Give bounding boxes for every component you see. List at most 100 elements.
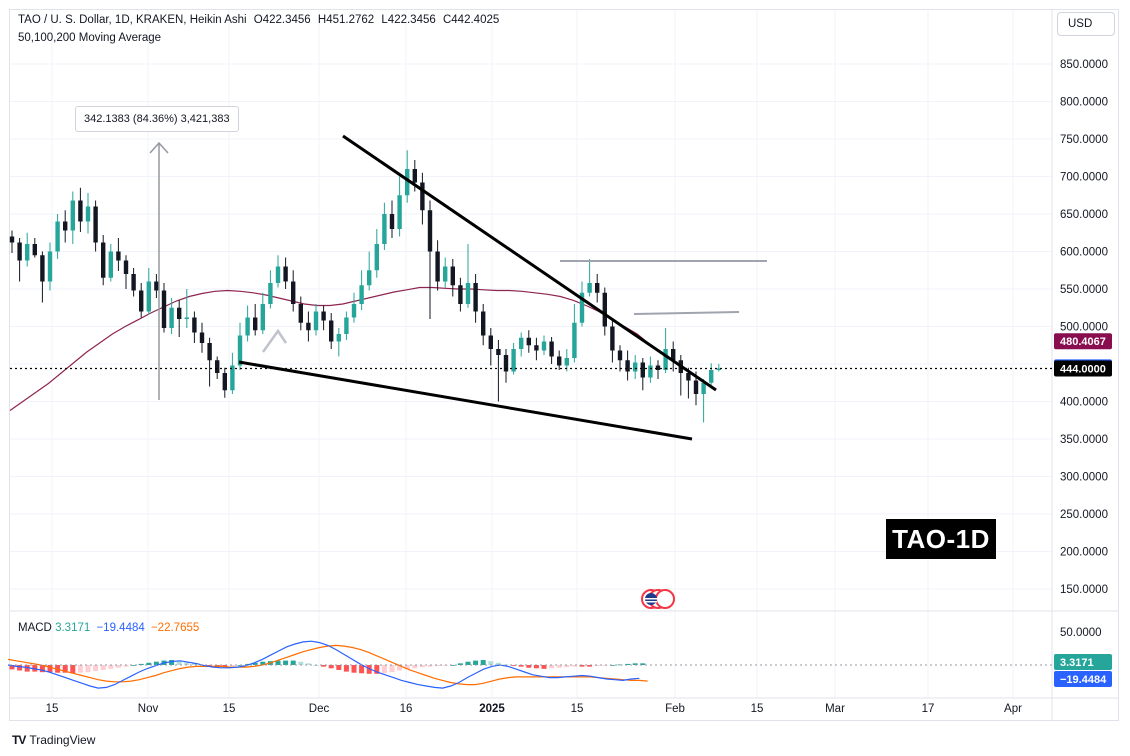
candle-body xyxy=(116,251,121,261)
time-tick-label: Nov xyxy=(138,703,159,715)
macd-histogram-bar xyxy=(252,662,258,665)
candle-body xyxy=(503,355,509,372)
macd-histogram-bar xyxy=(366,665,372,674)
macd-badge xyxy=(1054,671,1112,687)
currency-button[interactable]: USD xyxy=(1057,12,1115,36)
time-tick-label: Feb xyxy=(665,703,685,715)
macd-badge-label: 3.3171 xyxy=(1060,657,1094,669)
candle-body xyxy=(693,380,699,394)
price-tick-label: 400.0000 xyxy=(1060,397,1108,409)
open-value: O422.3456 xyxy=(253,14,311,26)
price-badge xyxy=(1054,333,1112,350)
macd-histogram-bar xyxy=(207,665,213,667)
candle-body xyxy=(496,349,501,355)
candle-body xyxy=(541,341,547,351)
candle-body xyxy=(351,304,357,318)
macd-histogram-bar xyxy=(115,665,121,668)
symbol-title[interactable]: TAO / U. S. Dollar, 1D, KRAKEN, Heikin A… xyxy=(18,14,247,26)
candle-body xyxy=(549,341,554,357)
ma-legend[interactable]: 50,100,200 Moving Average xyxy=(18,32,161,44)
candle-body xyxy=(207,343,212,361)
chart-watermark: TAO-1D xyxy=(886,519,996,559)
macd-histogram-bar xyxy=(146,662,152,665)
macd-histogram-bar xyxy=(564,665,570,668)
macd-histogram-bar xyxy=(526,665,532,668)
candle-body xyxy=(85,206,91,222)
candle-body xyxy=(17,242,22,261)
macd-histogram-bar xyxy=(495,662,501,665)
macd-histogram-bar xyxy=(533,665,539,669)
macd-histogram-bar xyxy=(625,663,631,665)
macd-histogram-bar xyxy=(389,665,395,673)
footer[interactable]: TV TradingView xyxy=(12,731,95,749)
candle-body xyxy=(564,358,569,366)
candle-body xyxy=(184,317,189,319)
candle-body xyxy=(412,169,417,183)
macd-line xyxy=(7,640,640,689)
macd-histogram-bar xyxy=(62,665,68,673)
candle-body xyxy=(321,311,326,321)
macd-histogram-bar xyxy=(465,661,471,665)
candle-body xyxy=(374,244,379,271)
macd-histogram-bar xyxy=(518,665,524,667)
macd-histogram-bar xyxy=(77,665,83,673)
candle-body xyxy=(519,337,524,349)
wedge-lower-trendline xyxy=(238,360,693,441)
macd-histogram-bar xyxy=(541,665,547,669)
brand-name[interactable]: TradingView xyxy=(29,733,96,747)
macd-signal-line xyxy=(7,644,648,686)
candle-body xyxy=(420,182,425,211)
macd-histogram-bar xyxy=(419,665,425,668)
macd-histogram-bar xyxy=(298,661,304,665)
candle-body xyxy=(602,292,607,327)
macd-histogram-bar xyxy=(480,660,486,665)
tradingview-logo-icon[interactable]: TV xyxy=(12,733,26,747)
economic-events-icon[interactable] xyxy=(641,589,675,609)
candle-body xyxy=(557,356,562,366)
resistance-line-2 xyxy=(633,311,740,315)
macd-histogram-bar xyxy=(381,665,387,674)
price-tick-label: 850.0000 xyxy=(1060,59,1108,71)
macd-tick-label: 50.0000 xyxy=(1060,627,1102,639)
candle-body xyxy=(275,266,281,283)
time-axis[interactable]: 15 Nov 15 Dec 16 2025 15 Feb 15 Mar 17 Apr xyxy=(46,703,1023,715)
candle-body xyxy=(139,290,144,312)
macd-histogram-bar xyxy=(435,665,441,667)
candle-body xyxy=(291,281,296,304)
ma-label[interactable]: 50,100,200 Moving Average xyxy=(18,32,162,44)
candle-body xyxy=(9,236,15,243)
candle-body xyxy=(215,360,220,373)
candle-body xyxy=(283,266,288,282)
macd-histogram-bar xyxy=(343,665,349,672)
symbol-legend[interactable]: TAO / U. S. Dollar, 1D, KRAKEN, Heikin A… xyxy=(18,14,499,26)
small-arrow xyxy=(261,328,288,353)
macd-histogram-bar xyxy=(328,665,334,669)
macd-histogram-bar xyxy=(191,663,197,665)
measure-arrow-head xyxy=(149,141,169,154)
candle-body xyxy=(579,292,585,323)
candle-body xyxy=(101,242,106,278)
candle-body xyxy=(63,221,68,231)
candle-body xyxy=(640,362,645,378)
macd-histogram-bar xyxy=(336,665,342,670)
candle-body xyxy=(359,285,364,304)
candle-body xyxy=(367,270,372,286)
candle-body xyxy=(47,251,53,282)
price-badge xyxy=(1054,360,1112,377)
macd-histogram-bar xyxy=(176,661,182,665)
time-tick-label: 15 xyxy=(46,703,59,715)
candle-body xyxy=(344,317,349,334)
candle-body xyxy=(481,311,486,336)
close-value: C442.4025 xyxy=(442,14,500,26)
macd-badge-label: −19.4484 xyxy=(1060,674,1107,686)
candle-body xyxy=(595,283,600,293)
price-tick-label: 350.0000 xyxy=(1060,434,1108,446)
macd-histogram-bar xyxy=(450,665,456,666)
macd-legend[interactable]: MACD 3.3171 −19.4484 −22.7655 xyxy=(18,622,199,634)
macd-label[interactable]: MACD xyxy=(18,622,52,634)
macd-histogram-bar xyxy=(488,661,494,665)
candle-body xyxy=(435,251,440,282)
macd-histogram-bar xyxy=(397,665,403,671)
price-tick-label: 750.0000 xyxy=(1060,134,1108,146)
